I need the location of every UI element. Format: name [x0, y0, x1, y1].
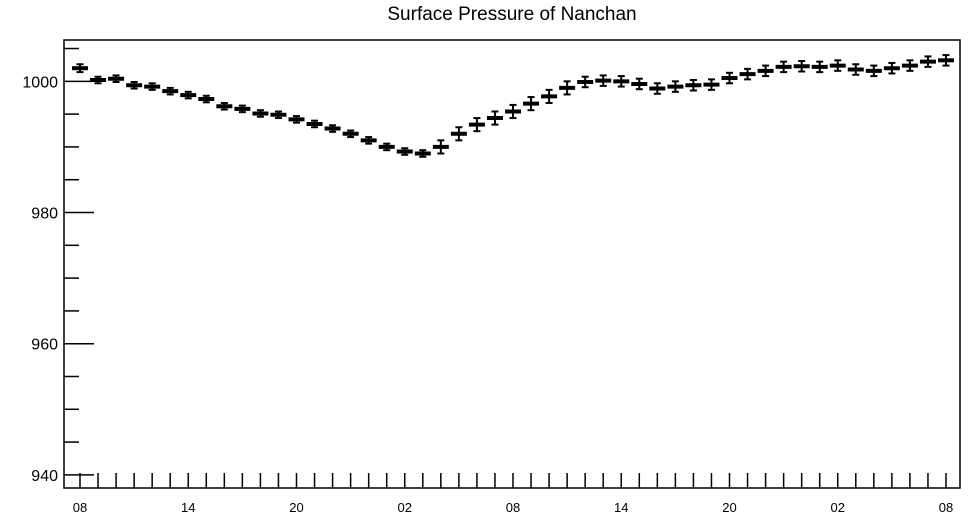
data-point — [739, 67, 756, 81]
data-point — [306, 119, 323, 129]
data-point — [505, 103, 521, 120]
x-tick-label: 02 — [831, 500, 845, 515]
x-tick-label: 08 — [73, 500, 87, 515]
data-point — [901, 59, 918, 72]
data-point — [288, 115, 305, 124]
data-point — [198, 94, 215, 104]
data-point — [847, 63, 864, 76]
data-point — [432, 139, 449, 155]
data-point — [703, 78, 720, 91]
data-point — [775, 60, 792, 74]
y-tick-label: 980 — [31, 206, 58, 223]
data-point — [595, 74, 612, 87]
data-point — [649, 82, 666, 95]
data-point — [126, 80, 143, 90]
y-tick-label: 1000 — [22, 74, 58, 91]
plot-frame — [63, 39, 961, 489]
data-point — [721, 71, 738, 85]
data-point — [523, 96, 540, 112]
data-point — [938, 54, 954, 67]
data-point — [559, 80, 576, 96]
x-tick-label: 08 — [939, 500, 953, 515]
x-tick-label: 02 — [398, 500, 412, 515]
data-point — [883, 61, 900, 75]
chart-title: Surface Pressure of Nanchan — [387, 4, 637, 25]
data-point — [811, 60, 828, 74]
data-point — [468, 117, 485, 133]
x-tick-label: 20 — [722, 500, 736, 515]
x-tick-label: 14 — [614, 500, 628, 515]
data-point — [919, 55, 936, 68]
x-axis: 08 14 20 02 08 14 20 02 08 — [73, 473, 953, 515]
data-point — [685, 79, 702, 92]
data-point — [486, 110, 503, 126]
data-point — [270, 110, 287, 120]
x-tick-label: 08 — [506, 500, 520, 515]
data-points — [72, 54, 954, 158]
x-tick-label: 14 — [181, 500, 195, 515]
data-point — [450, 126, 467, 142]
data-point — [144, 82, 161, 91]
y-axis: 940 960 980 1000 — [22, 47, 94, 485]
data-point — [234, 104, 251, 114]
x-tick-label: 20 — [289, 500, 303, 515]
data-point — [180, 90, 197, 100]
data-point — [378, 142, 395, 152]
data-point — [667, 80, 684, 93]
data-point — [577, 75, 594, 89]
data-point — [90, 75, 107, 85]
data-point — [216, 101, 233, 111]
data-point — [829, 59, 846, 72]
data-point — [793, 59, 810, 73]
data-point — [541, 88, 558, 104]
data-point — [324, 124, 341, 133]
data-point — [162, 86, 179, 96]
data-point — [72, 63, 88, 74]
data-point — [631, 77, 648, 91]
data-point — [252, 109, 269, 118]
data-point — [757, 64, 774, 78]
data-point — [360, 136, 377, 145]
data-point — [396, 147, 413, 156]
data-point — [342, 129, 359, 139]
y-tick-label: 940 — [31, 468, 58, 485]
y-tick-label: 960 — [31, 337, 58, 354]
data-point — [613, 75, 630, 88]
data-point — [865, 64, 882, 78]
data-point — [414, 149, 431, 158]
data-point — [108, 74, 125, 83]
